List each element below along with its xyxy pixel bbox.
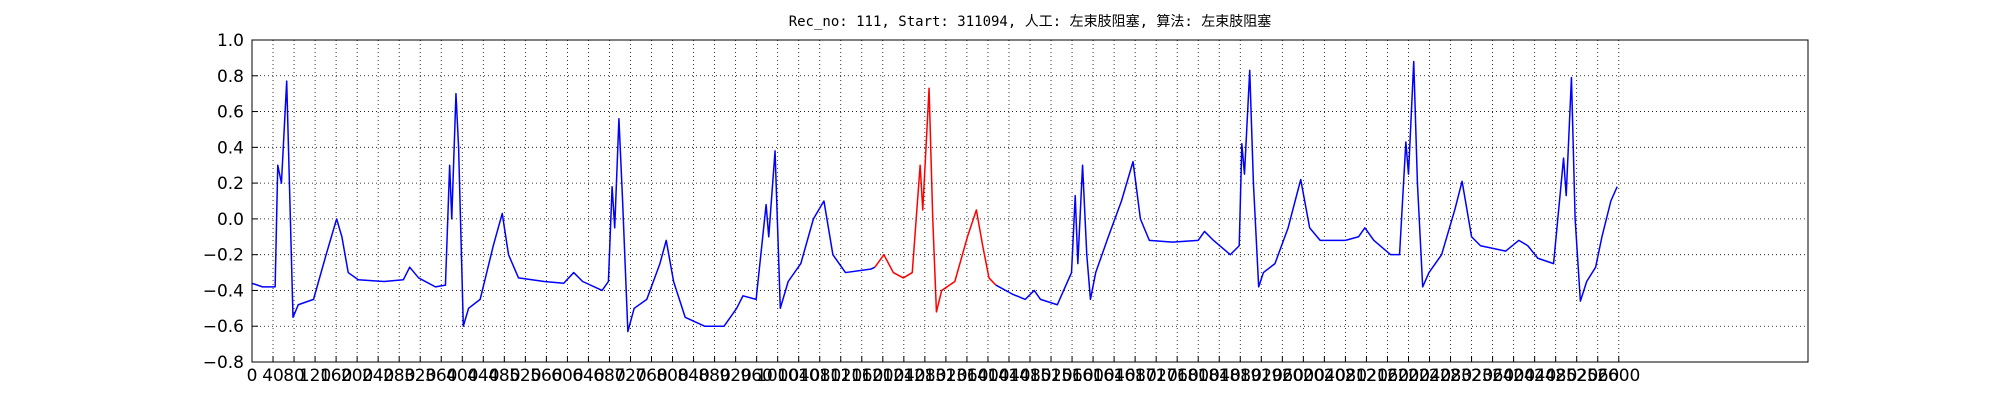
chart-title: Rec_no: 111, Start: 311094, 人工: 左束肢阻塞, 算… — [789, 13, 1272, 30]
x-tick-label: 0 — [247, 366, 258, 386]
ecg-line — [995, 60, 1618, 306]
x-tick-label: 2400 — [1492, 366, 1535, 386]
x-tick-label: 360 — [425, 366, 457, 386]
x-tick-label: 840 — [677, 366, 709, 386]
x-tick-label: 1920 — [1240, 366, 1283, 386]
x-tick-label: 480 — [488, 366, 520, 386]
y-tick-label: 0.4 — [217, 138, 244, 158]
x-tick-label: 2120 — [1345, 366, 1388, 386]
x-tick-label: 1200 — [861, 366, 904, 386]
x-tick-label: 240 — [362, 366, 394, 386]
x-tick-label: 2040 — [1303, 366, 1346, 386]
y-tick-label: 0.8 — [217, 67, 244, 87]
x-tick-label: 1120 — [819, 366, 862, 386]
x-tick-label: 1320 — [924, 366, 967, 386]
x-tick-label: 320 — [404, 366, 436, 386]
ecg-line — [251, 80, 876, 333]
x-tick-label: 200 — [341, 366, 373, 386]
x-tick-label: 2320 — [1450, 366, 1493, 386]
x-tick-label: 2600 — [1597, 366, 1640, 386]
x-tick-label: 40 — [262, 366, 284, 386]
x-tick-label: 2200 — [1387, 366, 1430, 386]
x-tick-label: 1240 — [882, 366, 925, 386]
x-tick-label: 1680 — [1114, 366, 1157, 386]
x-tick-label: 760 — [635, 366, 667, 386]
x-tick-label: 880 — [698, 366, 730, 386]
x-tick-label: 400 — [446, 366, 478, 386]
y-tick-label: 1.0 — [217, 31, 244, 51]
x-tick-label: 1600 — [1071, 366, 1114, 386]
x-tick-label: 1560 — [1050, 366, 1093, 386]
x-tick-label: 2440 — [1513, 366, 1556, 386]
x-tick-label: 1000 — [756, 366, 799, 386]
x-tick-label: 1520 — [1029, 366, 1072, 386]
x-tick-label: 1400 — [966, 366, 1009, 386]
x-tick-label: 1960 — [1261, 366, 1304, 386]
x-tick-label: 120 — [299, 366, 331, 386]
x-tick-label: 560 — [530, 366, 562, 386]
y-tick-label: 0.6 — [217, 103, 244, 123]
x-tick-label: 1800 — [1177, 366, 1220, 386]
x-tick-label: 280 — [383, 366, 415, 386]
x-tick-label: 440 — [467, 366, 499, 386]
x-tick-label: 1760 — [1156, 366, 1199, 386]
x-tick-label: 80 — [283, 366, 305, 386]
y-tick-label: −0.6 — [203, 317, 244, 337]
x-tick-label: 2520 — [1555, 366, 1598, 386]
x-tick-label: 1840 — [1198, 366, 1241, 386]
x-tick-label: 1360 — [945, 366, 988, 386]
x-tick-label: 1480 — [1008, 366, 1051, 386]
x-tick-label: 640 — [572, 366, 604, 386]
y-tick-label: −0.4 — [203, 281, 244, 301]
y-tick-label: 0.0 — [217, 210, 244, 230]
x-tick-label: 1040 — [777, 366, 820, 386]
x-tick-label: 960 — [740, 366, 772, 386]
x-tick-label: 600 — [551, 366, 583, 386]
x-tick-label: 1160 — [840, 366, 883, 386]
x-tick-label: 520 — [509, 366, 541, 386]
x-tick-label: 1280 — [903, 366, 946, 386]
x-tick-label: 1440 — [987, 366, 1030, 386]
x-tick-label: 2240 — [1408, 366, 1451, 386]
y-tick-label: −0.8 — [203, 353, 244, 373]
x-tick-label: 1080 — [798, 366, 841, 386]
x-tick-label: 1720 — [1135, 366, 1178, 386]
y-tick-label: 0.2 — [217, 174, 244, 194]
ecg-line — [874, 87, 997, 313]
x-tick-label: 2360 — [1471, 366, 1514, 386]
x-tick-label: 2280 — [1429, 366, 1472, 386]
x-tick-label: 160 — [320, 366, 352, 386]
x-tick-label: 720 — [614, 366, 646, 386]
x-tick-label: 2560 — [1576, 366, 1619, 386]
x-tick-label: 2080 — [1324, 366, 1367, 386]
x-tick-label: 2000 — [1282, 366, 1325, 386]
plot-frame — [251, 39, 1809, 363]
x-tick-label: 680 — [593, 366, 625, 386]
x-tick-label: 1880 — [1219, 366, 1262, 386]
x-tick-label: 800 — [656, 366, 688, 386]
x-tick-label: 2480 — [1534, 366, 1577, 386]
x-tick-label: 1640 — [1092, 366, 1135, 386]
y-tick-label: −0.2 — [203, 246, 244, 266]
x-tick-label: 920 — [719, 366, 751, 386]
x-tick-label: 2160 — [1366, 366, 1409, 386]
